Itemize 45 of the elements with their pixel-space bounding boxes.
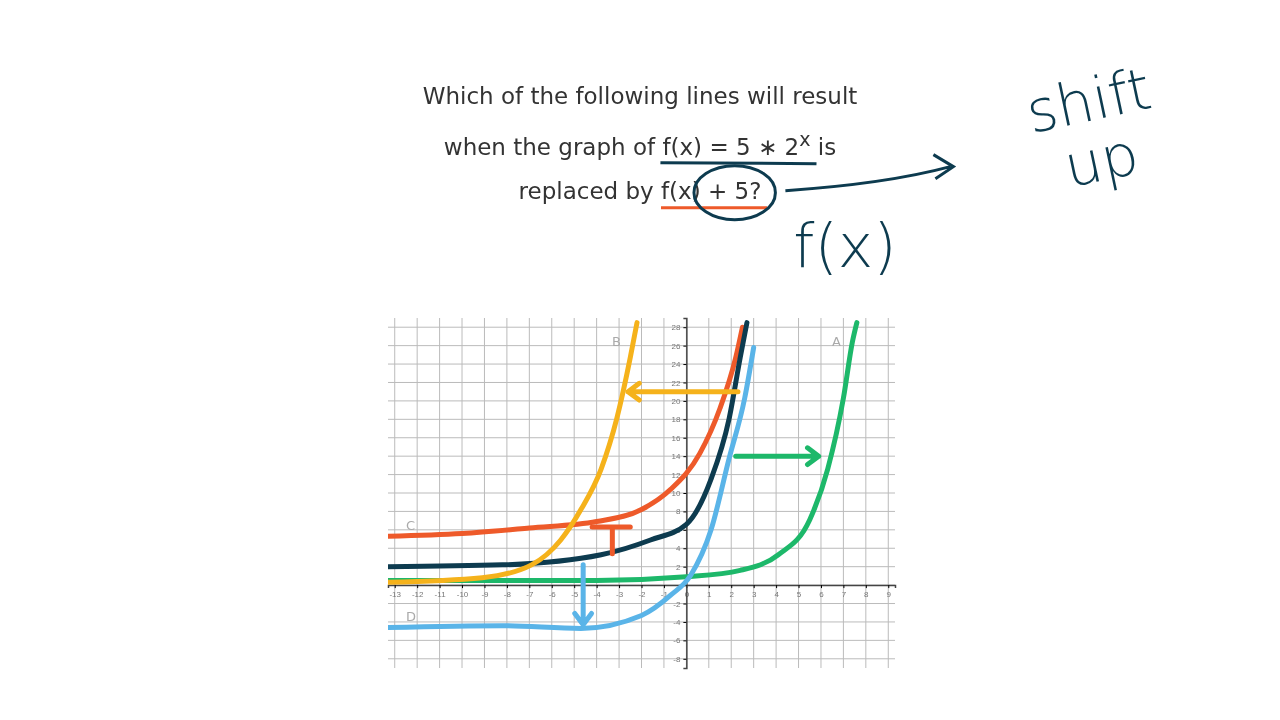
x-tick-label: -2 [638, 589, 647, 599]
y-tick-label: 8 [675, 507, 681, 517]
y-tick-label: 16 [671, 433, 681, 443]
x-tick-label: 7 [841, 589, 847, 599]
x-tick-label: 3 [751, 589, 757, 599]
y-tick-label: 4 [675, 544, 681, 554]
y-tick-label: 18 [671, 415, 681, 425]
text: f(x) [792, 211, 898, 281]
x-tick-label: 8 [864, 589, 870, 599]
y-tick-label: 26 [671, 341, 681, 351]
x-tick-label: 1 [707, 589, 713, 599]
x-tick-label: 9 [886, 589, 892, 599]
y-tick-label: 12 [671, 470, 681, 480]
y-tick-label: -4 [673, 618, 681, 628]
x-tick-label: -4 [593, 589, 602, 599]
y-tick-label: 24 [671, 360, 681, 370]
x-tick-label: 5 [796, 589, 802, 599]
y-tick-label: 10 [671, 489, 681, 499]
y-tick-label: 28 [671, 323, 681, 333]
x-tick-label: -12 [411, 589, 424, 599]
series-label: C [406, 518, 416, 534]
x-tick-label: 2 [729, 589, 735, 599]
y-tick-label: -8 [673, 654, 681, 664]
text: shift up [1019, 53, 1158, 204]
x-tick-label: 0 [684, 589, 690, 599]
x-tick-label: -6 [548, 589, 557, 599]
x-tick-label: 6 [819, 589, 825, 599]
x-tick-label: -3 [616, 589, 624, 599]
x-tick-label: -5 [571, 589, 579, 599]
series-label: A [831, 333, 841, 349]
x-tick-label: 4 [774, 589, 780, 599]
x-tick-label: -13 [389, 589, 402, 599]
series-label: B [612, 333, 622, 349]
y-tick-label: 14 [671, 452, 681, 462]
y-tick-label: 20 [671, 396, 681, 406]
x-tick-label: -7 [526, 589, 534, 599]
x-tick-label: -11 [434, 589, 447, 599]
y-tick-label: 22 [671, 378, 681, 388]
y-tick-label: -2 [673, 599, 681, 609]
y-tick-label: -6 [673, 636, 681, 646]
series-label: D [406, 609, 417, 625]
x-tick-label: -9 [481, 589, 490, 599]
y-tick-label: 2 [675, 562, 681, 572]
x-tick-label: -8 [503, 589, 512, 599]
x-tick-label: -10 [456, 589, 469, 599]
